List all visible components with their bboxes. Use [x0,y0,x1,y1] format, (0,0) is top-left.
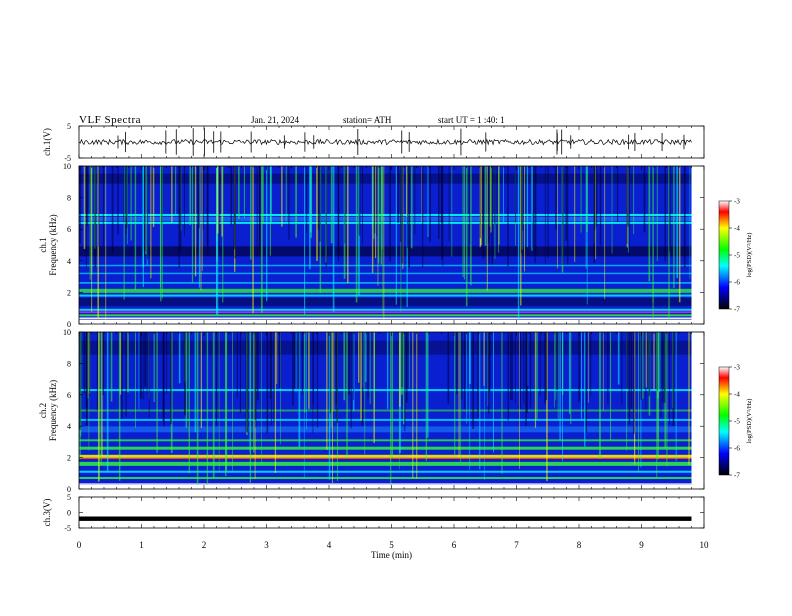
ch2-spectrogram-band [79,439,692,442]
ch1-spectrogram-band [79,311,692,313]
waveform-layer [78,127,692,521]
ch1-spectrogram-band [79,308,692,311]
x-tick-label: 4 [327,540,332,550]
x-tick-label: 10 [700,540,710,550]
ch1-spectrogram-colorbar [718,200,730,310]
ch1-spectrogram [79,166,692,324]
ch3-waveform-trace [79,516,692,521]
ch1-spectrogram-band [79,246,692,257]
panel-frame-ch1-waveform [78,125,705,159]
ch2-spectrogram-band [79,457,692,460]
ch1-spectrogram-band [79,297,692,306]
ch1-spectrogram-y-tick-label: 10 [63,162,71,171]
x-tick-label: 7 [514,540,519,550]
ch2-spectrogram-band [79,409,692,412]
ch1-spectrogram-y-tick-label: 6 [67,225,71,234]
ch2-spectrogram-band [79,454,692,459]
ch2-spectrogram-channel-label: ch.2 [38,403,48,418]
ch2-spectrogram-colorbar-label: log(PSD)(V²/Hz) [746,399,753,444]
ch2-spectrogram-band [79,461,692,466]
ch1-spectrogram-band [79,288,692,293]
ch1-spectrogram-band [79,173,692,184]
ch1-waveform-y-tick-label: -5 [64,154,71,163]
x-tick-label: 9 [639,540,644,550]
ch1-spectrogram-colorbar-tick-label: -6 [734,279,740,287]
ch2-spectrogram-y-tick-label: 10 [63,328,71,337]
ch2-spectrogram-colorbar-tick-label: -6 [734,445,740,453]
ch1-spectrogram-colorbar-tick-label: -7 [734,306,740,314]
ch1-spectrogram-y-tick-label: 0 [67,320,71,329]
ch2-spectrogram-floor [79,485,692,489]
ch2-spectrogram-band [79,477,692,480]
ch1-spectrogram-floor [79,320,692,324]
ch2-spectrogram-y-tick-label: 8 [67,359,71,368]
ch1-spectrogram-y-tick-label: 4 [67,257,71,266]
ch2-spectrogram-band [79,446,692,450]
ch2-spectrogram-colorbar [718,366,730,476]
ch1-spectrogram-colorbar-tick-label: -5 [734,252,740,260]
ch2-spectrogram-y-tick-label: 2 [67,454,71,463]
ch1-spectrogram-colorbar-label: log(PSD)(V²/Hz) [746,233,753,278]
ch1-waveform-ylabel: ch.1(V) [42,128,52,156]
figure-title: VLF Spectra [79,114,142,126]
ch1-spectrogram-band [79,264,692,267]
ch2-spectrogram-y-tick-label: 6 [67,391,71,400]
ch1-spectrogram-band [79,216,692,221]
ch2-spectrogram-colorbar-tick-label: -5 [734,418,740,426]
ch2-spectrogram-band [79,470,692,473]
x-tick-label: 5 [389,540,394,550]
ch3-waveform-ylabel: ch.3(V) [42,499,52,527]
ch2-spectrogram-ylabel: Frequency (kHz) [48,380,58,441]
ch1-waveform-trace [78,138,692,146]
ch2-spectrogram-band [79,389,692,392]
ch2-spectrogram-band [79,418,692,421]
ch1-spectrogram-band [79,314,692,317]
ch2-spectrogram-y-tick-label: 4 [67,422,71,431]
ch1-spectrogram-channel-label: ch.1 [38,237,48,252]
panel-frame-ch3-waveform [78,496,705,529]
ch1-spectrogram-band [79,213,692,216]
ch2-spectrogram-colorbar-tick-label: -3 [734,364,740,372]
ch2-spectrogram-colorbar-tick-label: -4 [734,391,740,399]
ch3-waveform-y-tick-label: 5 [67,493,71,502]
ch2-spectrogram [79,332,692,489]
x-tick-label: 2 [202,540,207,550]
x-tick-label: 3 [264,540,269,550]
ch2-spectrogram-y-tick-label: 0 [67,485,71,494]
axes-layer [78,125,732,529]
ch1-spectrogram-band [79,294,692,297]
start-time-label: start UT = 1 :40: 1 [438,115,505,125]
ch1-spectrogram-band [79,317,692,320]
x-tick-label: 6 [452,540,457,550]
ch1-spectrogram-band [79,282,692,284]
ch1-spectrogram-y-tick-label: 8 [67,194,71,203]
ch2-spectrogram-colorbar-tick-label: -7 [734,472,740,480]
station-label: station= ATH [343,115,392,125]
ch2-spectrogram-band [79,426,692,433]
ch1-spectrogram-colorbar-tick-label: -3 [734,198,740,206]
ch1-waveform-y-tick-label: 5 [67,122,71,131]
ch2-spectrogram-band [79,483,692,486]
x-axis-label: Time (min) [371,550,412,560]
date-label: Jan. 21, 2024 [251,115,299,125]
ch3-waveform-y-tick-label: 0 [67,509,71,518]
ch1-spectrogram-y-tick-label: 2 [67,288,71,297]
ch3-waveform-y-tick-label: -5 [64,524,71,533]
ch1-spectrogram-band [79,272,692,275]
ch1-spectrogram-colorbar-tick-label: -4 [734,225,740,233]
ch1-spectrogram-ylabel: Frequency (kHz) [48,214,58,275]
x-tick-label: 0 [77,540,82,550]
ch1-spectrogram-band [79,221,692,224]
spectrogram-layer [79,166,692,489]
x-tick-label: 8 [577,540,582,550]
x-tick-label: 1 [139,540,144,550]
